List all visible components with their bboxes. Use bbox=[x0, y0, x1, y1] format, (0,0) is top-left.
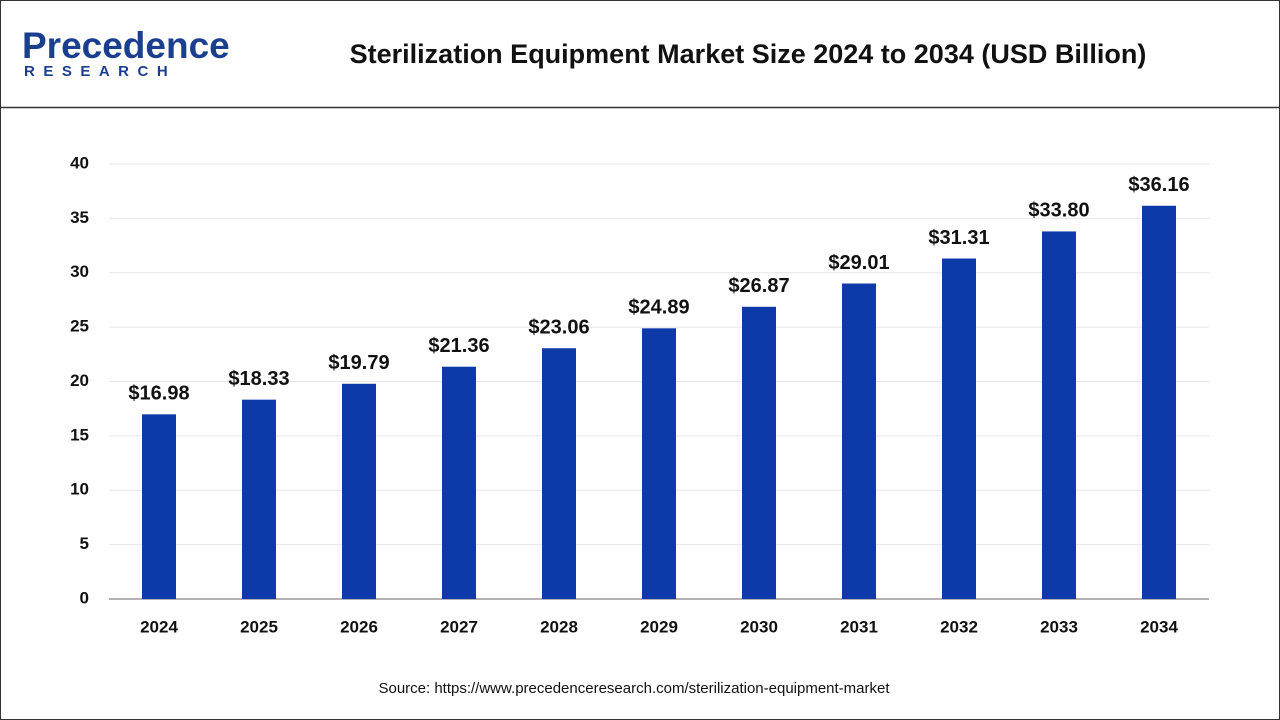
value-label: $29.01 bbox=[828, 252, 889, 274]
bar bbox=[442, 366, 476, 599]
bar bbox=[742, 306, 776, 599]
y-tick-label: 10 bbox=[70, 480, 89, 499]
bar bbox=[1142, 205, 1176, 599]
y-tick-label: 35 bbox=[70, 208, 89, 227]
value-label: $26.87 bbox=[728, 275, 789, 297]
logo-tagline: RESEARCH bbox=[24, 63, 176, 80]
bar bbox=[242, 399, 276, 599]
value-label: $24.89 bbox=[628, 297, 689, 319]
y-tick-label: 40 bbox=[70, 153, 89, 172]
source: Source: https://www.precedenceresearch.c… bbox=[378, 680, 890, 697]
y-tick-label: 30 bbox=[70, 262, 89, 281]
value-label: $16.98 bbox=[128, 383, 189, 405]
y-tick-label: 20 bbox=[70, 371, 89, 390]
x-tick-label: 2028 bbox=[540, 617, 578, 636]
x-tick-label: 2030 bbox=[740, 617, 778, 636]
x-tick-label: 2032 bbox=[940, 617, 978, 636]
logo-name: Precedence bbox=[22, 25, 230, 66]
bar bbox=[342, 383, 376, 599]
y-tick-label: 15 bbox=[70, 425, 89, 444]
value-label: $21.36 bbox=[428, 335, 489, 357]
x-tick-label: 2031 bbox=[840, 617, 878, 636]
x-tick-label: 2025 bbox=[240, 617, 278, 636]
chart-title: Sterilization Equipment Market Size 2024… bbox=[350, 39, 1147, 69]
bar bbox=[1042, 231, 1076, 600]
value-label: $23.06 bbox=[528, 317, 589, 339]
value-label: $31.31 bbox=[928, 227, 989, 249]
y-tick-label: 5 bbox=[80, 534, 89, 553]
y-tick-label: 0 bbox=[80, 588, 89, 607]
x-tick-label: 2034 bbox=[1140, 617, 1178, 636]
x-tick-label: 2033 bbox=[1040, 617, 1078, 636]
bar bbox=[142, 414, 176, 599]
bar bbox=[942, 258, 976, 599]
x-tick-label: 2029 bbox=[640, 617, 678, 636]
value-label: $18.33 bbox=[228, 368, 289, 390]
bar bbox=[842, 283, 876, 599]
x-tick-label: 2026 bbox=[340, 617, 378, 636]
bar bbox=[642, 328, 676, 599]
value-label: $33.80 bbox=[1028, 200, 1089, 222]
bar bbox=[542, 348, 576, 599]
value-label: $19.79 bbox=[328, 352, 389, 374]
x-tick-label: 2027 bbox=[440, 617, 478, 636]
value-label: $36.16 bbox=[1128, 174, 1189, 196]
x-tick-label: 2024 bbox=[140, 617, 178, 636]
y-tick-label: 25 bbox=[70, 317, 89, 336]
